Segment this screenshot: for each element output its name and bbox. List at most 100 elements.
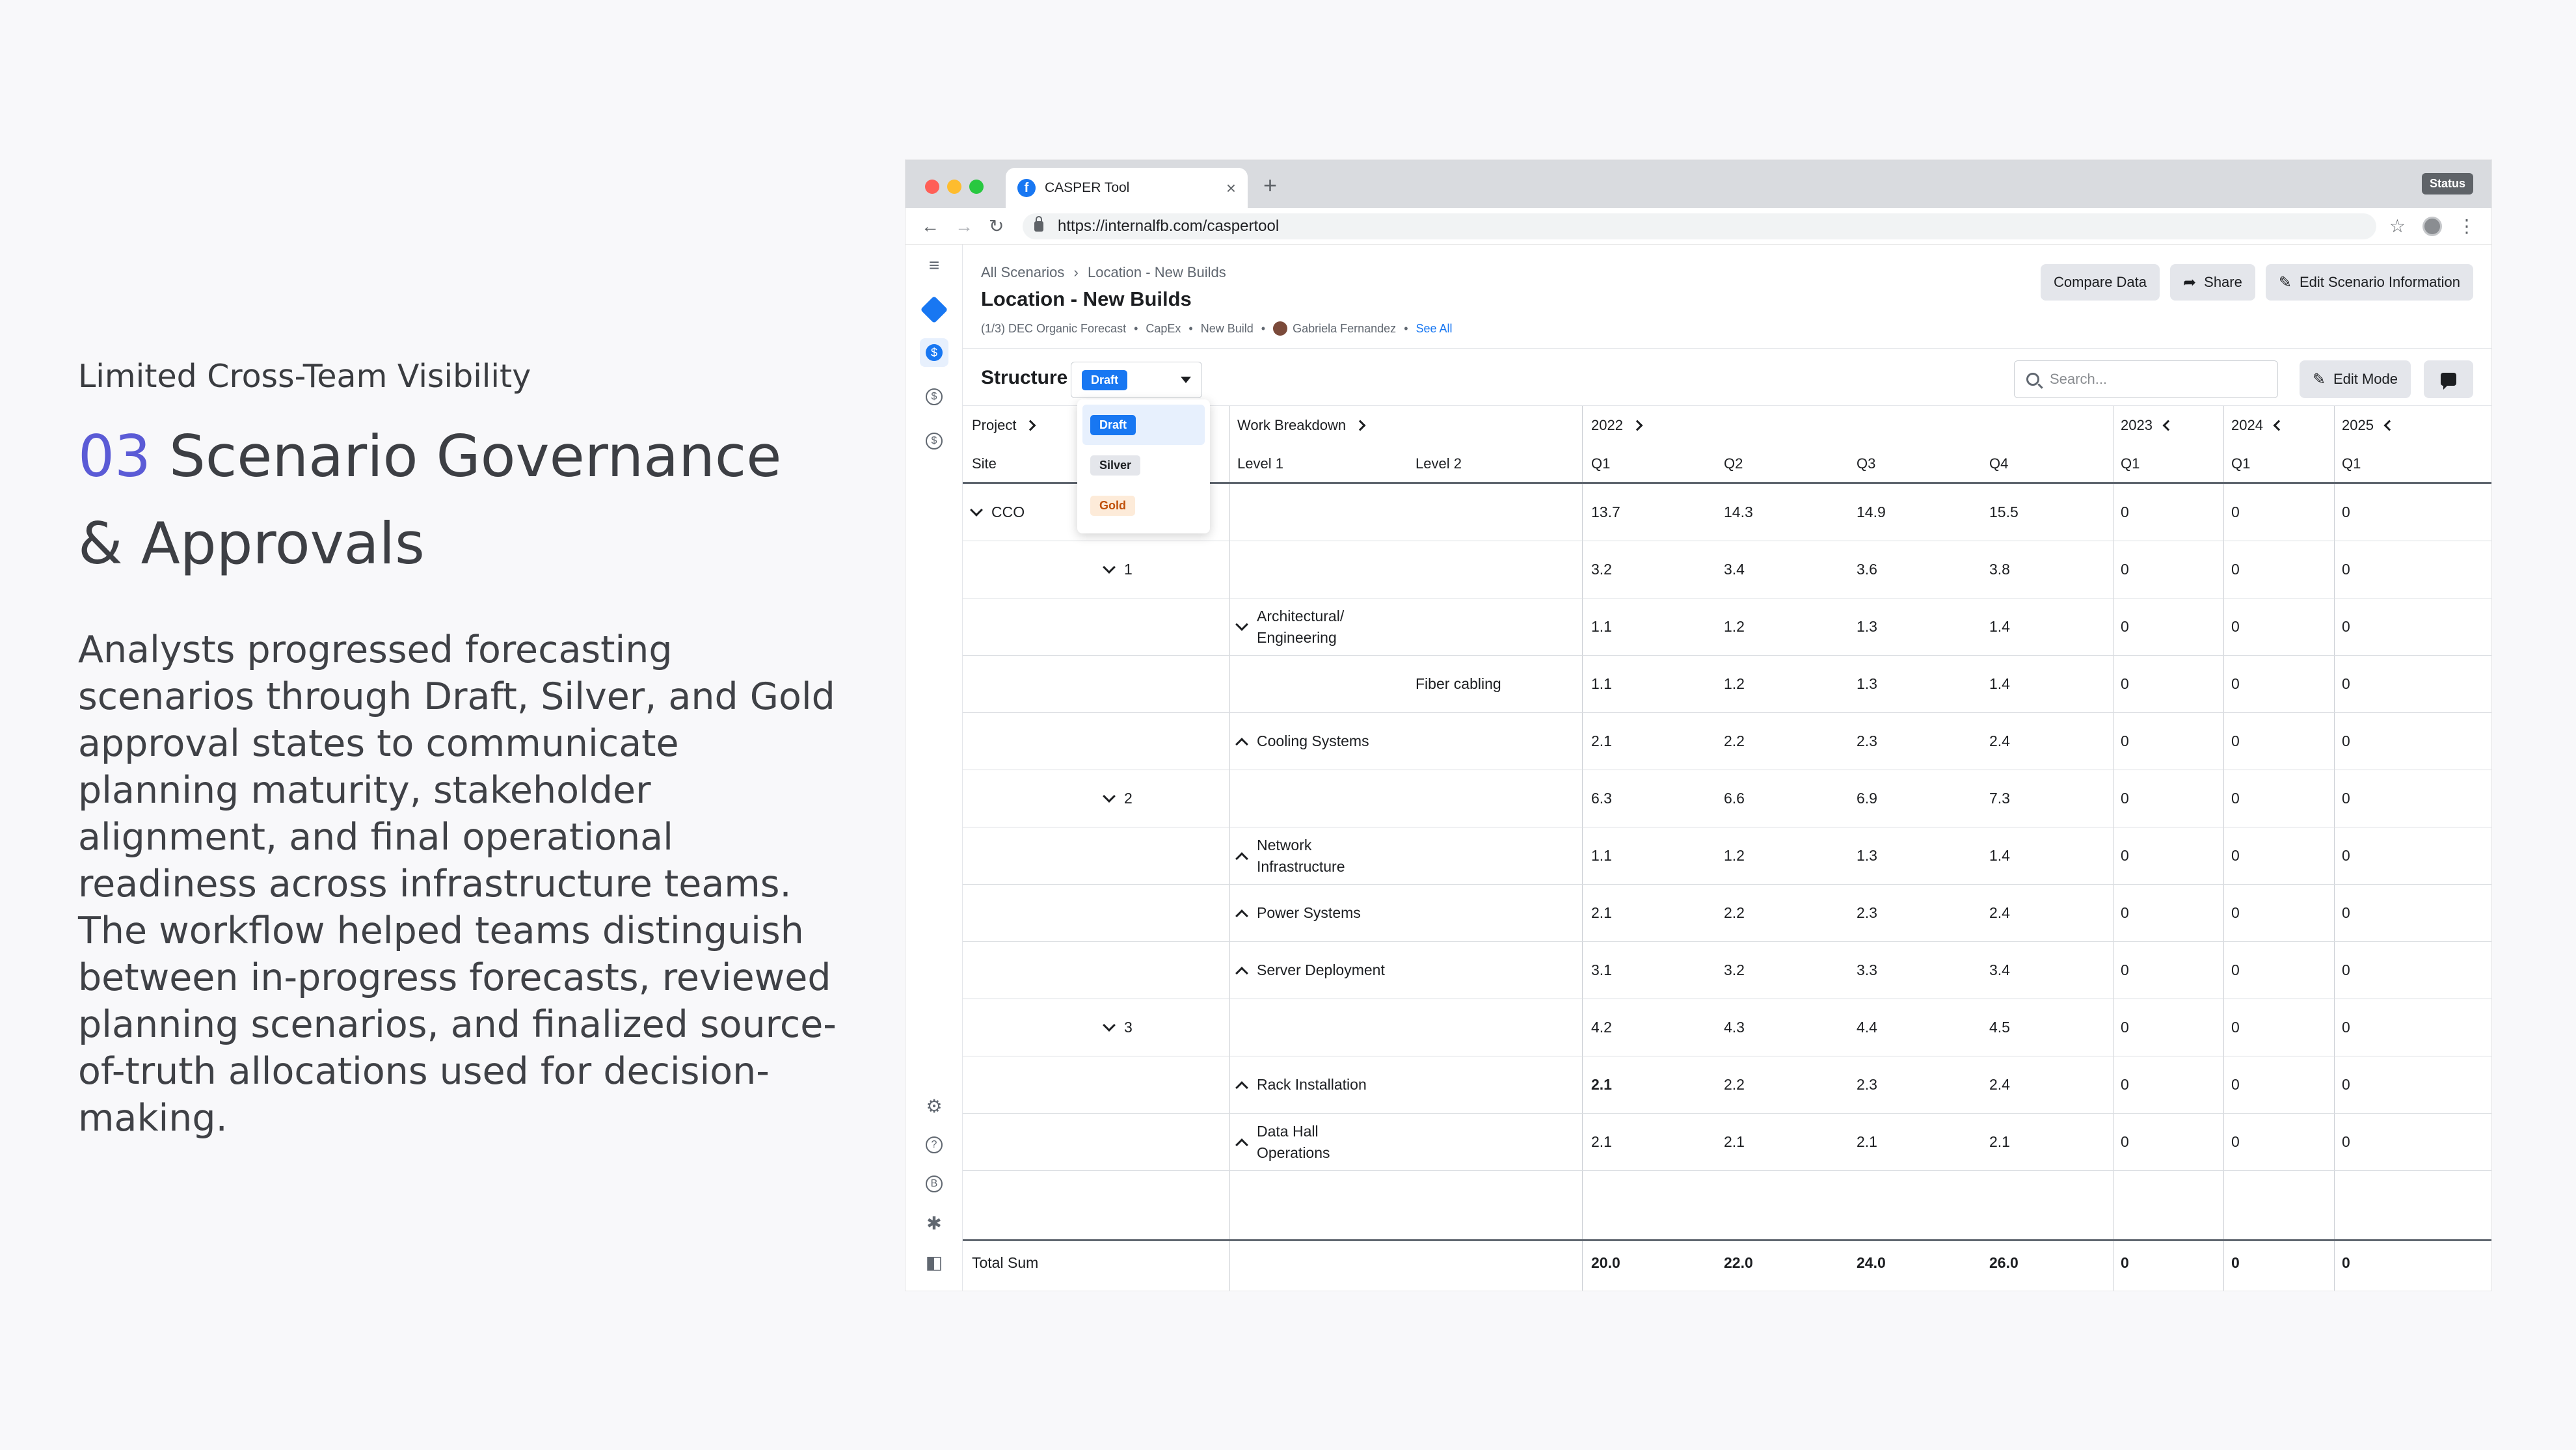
value-cell[interactable]: 2.4 [1989, 904, 2010, 921]
value-cell[interactable]: 6.9 [1857, 790, 1877, 807]
value-cell[interactable]: 14.9 [1857, 503, 1886, 520]
year-2023-header[interactable]: 2023 [2121, 406, 2174, 445]
site-column-header[interactable]: Site [972, 455, 997, 472]
value-cell[interactable]: 0 [2342, 847, 2350, 864]
value-cell[interactable]: 4.3 [1724, 1019, 1745, 1036]
value-cell[interactable]: 0 [2342, 961, 2350, 978]
value-cell[interactable]: 3.2 [1591, 561, 1612, 578]
chevron-up-icon[interactable] [1235, 852, 1248, 865]
bug-report-icon[interactable]: ✱ [926, 1213, 942, 1233]
level1-column-header[interactable]: Level 1 [1237, 455, 1283, 472]
table-row[interactable]: Architectural/ Engineering 1.1 1.2 1.3 1… [963, 598, 2491, 656]
chevron-left-icon[interactable] [2162, 420, 2174, 431]
value-cell[interactable]: 0 [2342, 1133, 2350, 1150]
value-cell[interactable]: 13.7 [1591, 503, 1620, 520]
maximize-window-button[interactable] [969, 180, 984, 194]
q3-2022-header[interactable]: Q3 [1857, 455, 1876, 472]
value-cell[interactable]: 2.3 [1857, 732, 1877, 749]
value-cell[interactable]: 3.4 [1989, 961, 2010, 978]
level1-cell[interactable]: Data Hall Operations [1235, 1114, 1341, 1170]
value-cell[interactable]: 0 [2121, 1076, 2129, 1093]
value-cell[interactable]: 1.4 [1989, 675, 2010, 692]
budget-icon[interactable]: $ [920, 383, 948, 411]
value-cell[interactable]: 1.1 [1591, 847, 1612, 864]
level1-cell[interactable]: Power Systems [1235, 885, 1361, 941]
value-cell[interactable]: 0 [2231, 961, 2240, 978]
value-cell[interactable]: 1.1 [1591, 675, 1612, 692]
table-row[interactable]: Server Deployment 3.1 3.2 3.3 3.4 0 0 0 [963, 942, 2491, 999]
chevron-up-icon[interactable] [1235, 966, 1248, 980]
value-cell[interactable]: 0 [2342, 790, 2350, 807]
value-cell[interactable]: 1.4 [1989, 618, 2010, 635]
value-cell[interactable]: 3.4 [1724, 561, 1745, 578]
value-cell[interactable]: 1.3 [1857, 618, 1877, 635]
value-cell[interactable]: 0 [2121, 904, 2129, 921]
value-cell[interactable]: 0 [2342, 1019, 2350, 1036]
scenarios-icon[interactable]: $ [920, 338, 948, 367]
year-2025-header[interactable]: 2025 [2342, 406, 2395, 445]
table-row[interactable]: Network Infrastructure 1.1 1.2 1.3 1.4 0… [963, 827, 2491, 885]
menu-icon[interactable]: ≡ [928, 255, 940, 275]
value-cell[interactable]: 0 [2342, 561, 2350, 578]
value-cell[interactable]: 3.1 [1591, 961, 1612, 978]
level1-cell[interactable]: Architectural/ Engineering [1235, 598, 1367, 655]
structure-option-draft[interactable]: Draft [1082, 405, 1205, 445]
chevron-down-icon[interactable] [1103, 1018, 1116, 1032]
value-cell[interactable]: 0 [2342, 904, 2350, 921]
app-logo-icon[interactable] [920, 295, 948, 324]
level1-cell[interactable]: Rack Installation [1235, 1056, 1367, 1113]
value-cell[interactable]: 0 [2121, 1019, 2129, 1036]
edit-scenario-info-button[interactable]: ✎ Edit Scenario Information [2265, 264, 2473, 301]
project-header[interactable]: Project [972, 406, 1036, 445]
value-cell[interactable]: 0 [2121, 618, 2129, 635]
comments-button[interactable] [2424, 360, 2473, 398]
value-cell[interactable]: 4.4 [1857, 1019, 1877, 1036]
value-cell[interactable]: 0 [2231, 732, 2240, 749]
back-icon[interactable]: ← [921, 215, 939, 236]
value-cell[interactable]: 0 [2231, 618, 2240, 635]
structure-select[interactable]: Draft [1071, 362, 1202, 398]
table-row[interactable]: Rack Installation 2.1 2.2 2.3 2.4 0 0 0 [963, 1056, 2491, 1114]
chevron-down-icon[interactable] [970, 503, 983, 517]
level1-cell[interactable]: Cooling Systems [1235, 713, 1369, 770]
close-window-button[interactable] [925, 180, 939, 194]
value-cell[interactable]: 2.1 [1591, 1076, 1612, 1093]
structure-option-gold[interactable]: Gold [1082, 485, 1205, 526]
table-row[interactable]: CCO 13.7 14.3 14.9 15.5 0 0 0 [963, 484, 2491, 541]
table-row[interactable]: 2 6.3 6.6 6.9 7.3 0 0 0 [963, 770, 2491, 827]
chevron-right-icon[interactable] [1631, 420, 1643, 431]
value-cell[interactable]: 4.2 [1591, 1019, 1612, 1036]
value-cell[interactable]: 0 [2342, 1076, 2350, 1093]
chevron-down-icon[interactable] [1103, 789, 1116, 803]
value-cell[interactable]: 1.4 [1989, 847, 2010, 864]
value-cell[interactable]: 0 [2231, 847, 2240, 864]
tab-close-icon[interactable]: × [1226, 178, 1236, 198]
value-cell[interactable]: 0 [2121, 561, 2129, 578]
value-cell[interactable]: 0 [2121, 1133, 2129, 1150]
site-cell[interactable]: 1 [1103, 541, 1133, 598]
value-cell[interactable]: 1.2 [1724, 618, 1745, 635]
chevron-up-icon[interactable] [1235, 1138, 1248, 1151]
edit-mode-button[interactable]: ✎ Edit Mode [2299, 360, 2411, 398]
value-cell[interactable]: 2.2 [1724, 904, 1745, 921]
value-cell[interactable]: 0 [2342, 675, 2350, 692]
help-icon[interactable]: ? [920, 1131, 948, 1159]
level1-cell[interactable]: Network Infrastructure [1235, 827, 1354, 884]
value-cell[interactable]: 1.3 [1857, 847, 1877, 864]
see-all-link[interactable]: See All [1415, 321, 1453, 335]
value-cell[interactable]: 0 [2231, 904, 2240, 921]
table-row[interactable]: Fiber cabling 1.1 1.2 1.3 1.4 0 0 0 [963, 656, 2491, 713]
q1-2023-header[interactable]: Q1 [2121, 455, 2140, 472]
value-cell[interactable]: 2.1 [1857, 1133, 1877, 1150]
status-badge[interactable]: Status [2421, 173, 2473, 195]
table-row[interactable]: 1 3.2 3.4 3.6 3.8 0 0 0 [963, 541, 2491, 598]
table-row[interactable]: Cooling Systems 2.1 2.2 2.3 2.4 0 0 0 [963, 713, 2491, 770]
value-cell[interactable]: 0 [2121, 503, 2129, 520]
table-row[interactable]: 3 4.2 4.3 4.4 4.5 0 0 0 [963, 999, 2491, 1056]
share-button[interactable]: ➦ Share [2170, 264, 2255, 301]
value-cell[interactable]: 0 [2121, 790, 2129, 807]
value-cell[interactable]: 2.1 [1724, 1133, 1745, 1150]
value-cell[interactable]: 2.2 [1724, 1076, 1745, 1093]
value-cell[interactable]: 7.3 [1989, 790, 2010, 807]
value-cell[interactable]: 2.4 [1989, 732, 2010, 749]
